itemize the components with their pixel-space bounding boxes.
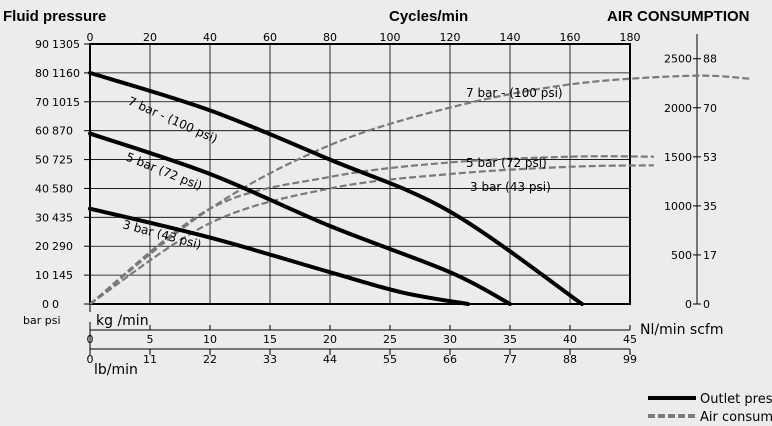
left-bar-tick-label: 90 (35, 38, 49, 51)
air-7bar-label: 7 bar - (100 psi) (466, 86, 563, 100)
left-bar-tick-label: 50 (35, 154, 49, 167)
left-psi-tick-label: 580 (52, 182, 73, 195)
kg-tick-label: 10 (203, 333, 217, 346)
left-psi-tick-label: 290 (52, 240, 73, 253)
left-psi-tick-label: 145 (52, 269, 73, 282)
outlet-pressure-line (88, 206, 470, 306)
top-tick-label: 100 (380, 31, 401, 44)
right-nl-tick-label: 1000 (664, 200, 692, 213)
outlet-pressure-line (88, 131, 512, 306)
right-scfm-tick-label: 35 (703, 200, 717, 213)
kg-tick-label: 30 (443, 333, 457, 346)
left-psi-tick-label: 725 (52, 154, 73, 167)
top-axis-title: Cycles/min (389, 8, 469, 25)
air-consumption-line (89, 74, 751, 305)
air-3bar-label: 3 bar (43 psi) (470, 180, 551, 194)
lb-tick-label: 66 (443, 353, 457, 366)
legend-air-label: Air consumption (700, 410, 772, 425)
left-bar-tick-label: 60 (35, 125, 49, 138)
left-unit-label: bar psi (23, 314, 61, 327)
lb-tick-label: 77 (503, 353, 517, 366)
left-psi-tick-label: 1305 (52, 38, 80, 51)
left-axis-title: Fluid pressure (3, 8, 107, 25)
left-bar-tick-label: 10 (35, 269, 49, 282)
top-tick-label: 60 (263, 31, 277, 44)
bottom-kg-label: kg /min (96, 313, 149, 329)
top-tick-label: 180 (620, 31, 641, 44)
top-tick-label: 0 (87, 31, 94, 44)
left-psi-tick-label: 870 (52, 125, 73, 138)
left-bar-tick-label: 80 (35, 67, 49, 80)
right-scfm-tick-label: 70 (703, 102, 717, 115)
kg-tick-label: 15 (263, 333, 277, 346)
right-scfm-tick-label: 0 (703, 298, 710, 311)
plot-frame (89, 43, 631, 305)
right-nl-tick-label: 500 (671, 249, 692, 262)
kg-tick-label: 40 (563, 333, 577, 346)
lb-tick-label: 44 (323, 353, 337, 366)
left-psi-tick-label: 1160 (52, 67, 80, 80)
top-tick-label: 80 (323, 31, 337, 44)
right-nl-tick-label: 1500 (664, 151, 692, 164)
left-psi-tick-label: 0 (52, 298, 59, 311)
left-bar-tick-label: 0 (42, 298, 49, 311)
top-tick-label: 160 (560, 31, 581, 44)
bottom-lb-label: lb/min (94, 362, 138, 378)
legend-outlet-label: Outlet pressure (700, 392, 772, 407)
outlet-pressure-line (88, 70, 584, 306)
right-scfm-tick-label: 53 (703, 151, 717, 164)
right-nl-tick-label: 2000 (664, 102, 692, 115)
right-axis-title: AIR CONSUMPTION (607, 8, 750, 25)
kg-tick-label: 25 (383, 333, 397, 346)
lb-tick-label: 11 (143, 353, 157, 366)
left-bar-tick-label: 20 (35, 240, 49, 253)
kg-tick-label: 5 (147, 333, 154, 346)
air-consumption-line (89, 155, 655, 305)
air-consumption-line (89, 164, 655, 305)
top-tick-label: 140 (500, 31, 521, 44)
right-scfm-tick-label: 17 (703, 249, 717, 262)
left-psi-tick-label: 1015 (52, 96, 80, 109)
outlet-3bar-label: 3 bar (43 psi) (121, 217, 203, 251)
kg-tick-label: 20 (323, 333, 337, 346)
top-tick-label: 20 (143, 31, 157, 44)
lb-tick-label: 22 (203, 353, 217, 366)
lb-tick-label: 0 (87, 353, 94, 366)
kg-tick-label: 35 (503, 333, 517, 346)
lb-tick-label: 99 (623, 353, 637, 366)
left-bar-tick-label: 30 (35, 211, 49, 224)
kg-tick-label: 0 (87, 333, 94, 346)
air-5bar-label: 5 bar (72 psi) (466, 156, 547, 170)
left-bar-tick-label: 40 (35, 182, 49, 195)
right-scfm-tick-label: 88 (703, 53, 717, 66)
left-bar-tick-label: 70 (35, 96, 49, 109)
top-tick-label: 40 (203, 31, 217, 44)
right-nl-tick-label: 2500 (664, 53, 692, 66)
lb-tick-label: 33 (263, 353, 277, 366)
left-psi-tick-label: 435 (52, 211, 73, 224)
bottom-unit-label: Nl/min scfm (640, 322, 724, 338)
lb-tick-label: 55 (383, 353, 397, 366)
lb-tick-label: 88 (563, 353, 577, 366)
kg-tick-label: 45 (623, 333, 637, 346)
top-tick-label: 120 (440, 31, 461, 44)
right-nl-tick-label: 0 (685, 298, 692, 311)
